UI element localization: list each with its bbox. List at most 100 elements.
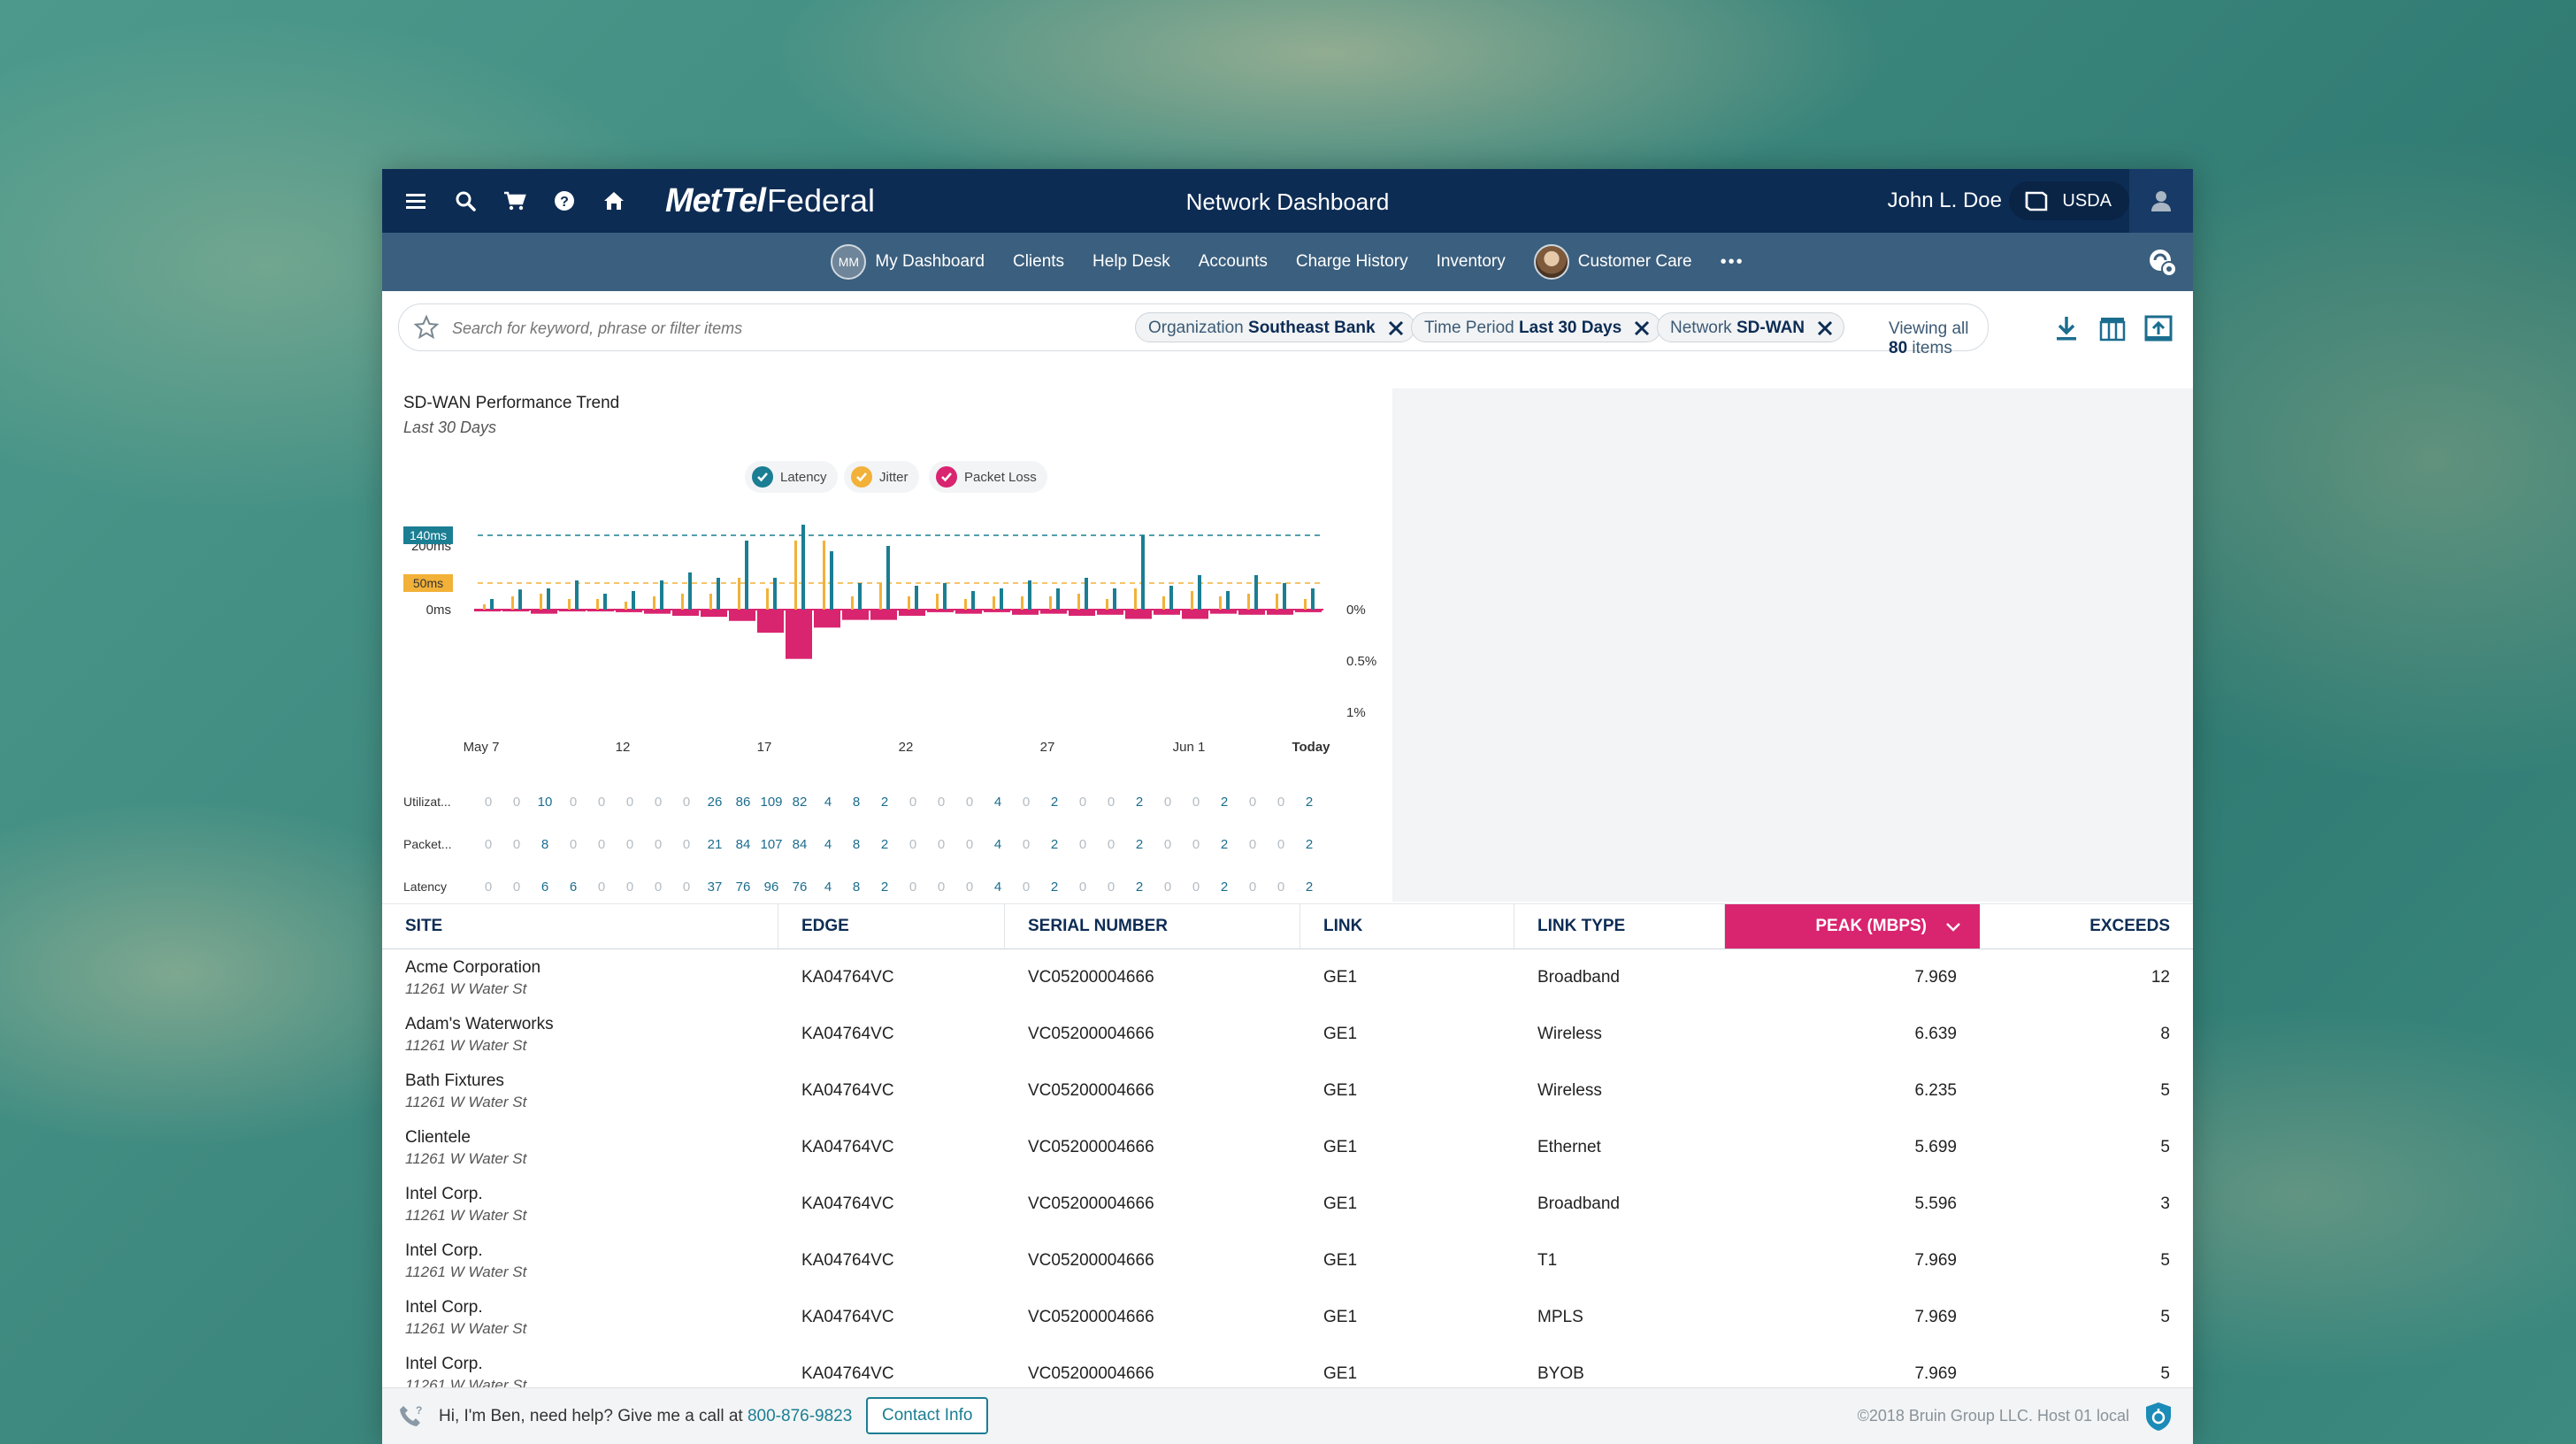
agency-selector[interactable]: USDA — [2009, 181, 2129, 220]
data-row-value: 2 — [881, 879, 888, 895]
close-icon[interactable] — [1632, 319, 1652, 338]
packet-loss-bar — [927, 610, 954, 612]
nav-more-button[interactable]: ••• — [1720, 251, 1744, 272]
jitter-bar — [823, 541, 825, 610]
shield-icon[interactable] — [2143, 1401, 2174, 1432]
table-row[interactable]: Bath Fixtures 11261 W Water St KA04764VC VC… — [382, 1063, 2193, 1120]
packet-loss-bar — [1238, 610, 1265, 615]
table-row[interactable]: Intel Corp. 11261 W Water St KA04764VC VC05… — [382, 1176, 2193, 1233]
data-row-value: 0 — [626, 795, 633, 810]
sites-table-header: SITE EDGE SERIAL NUMBER LINK LINK TYPE P… — [382, 903, 2193, 950]
jitter-bar — [596, 599, 599, 610]
check-icon — [752, 466, 773, 488]
data-row-value: 0 — [1108, 837, 1115, 852]
table-row[interactable]: Adam's Waterworks 11261 W Water St KA04764… — [382, 1006, 2193, 1064]
latency-bar — [490, 599, 494, 610]
data-row-value: 0 — [1023, 795, 1030, 810]
user-icon — [2151, 191, 2171, 211]
cell-exceeds: 5 — [2160, 1138, 2170, 1156]
columns-icon[interactable] — [2097, 312, 2128, 344]
col-serial-number[interactable]: SERIAL NUMBER — [1005, 904, 1300, 949]
latency-bar — [603, 594, 607, 610]
jitter-bar — [1077, 594, 1080, 610]
site-address: 11261 W Water St — [405, 1150, 527, 1167]
data-row-value: 2 — [1136, 795, 1143, 810]
data-row-value: 0 — [1277, 837, 1284, 852]
x-tick-label: 12 — [616, 740, 631, 755]
viewing-prefix: Viewing all — [1889, 319, 1969, 338]
col-peak-mbps[interactable]: PEAK (MBPS) — [1725, 904, 1980, 949]
cart-icon[interactable] — [499, 185, 531, 217]
nav-inventory[interactable]: Inventory — [1437, 252, 1506, 272]
table-row[interactable]: Intel Corp. 11261 W Water St KA04764VC VC05… — [382, 1289, 2193, 1347]
data-row-value: 2 — [1221, 837, 1228, 852]
star-icon[interactable] — [413, 314, 440, 341]
table-row[interactable]: Intel Corp. 11261 W Water St KA04764VC VC05… — [382, 1233, 2193, 1290]
data-row-value: 0 — [1277, 795, 1284, 810]
cell-peak: 7.969 — [1914, 1251, 1957, 1270]
data-row-value: 0 — [1249, 837, 1256, 852]
col-link-type[interactable]: LINK TYPE — [1514, 904, 1725, 949]
filter-chip-time-period[interactable]: Time Period Last 30 Days — [1411, 312, 1662, 342]
data-row-value: 0 — [966, 795, 973, 810]
chip-key: Organization — [1148, 319, 1244, 337]
download-icon[interactable] — [2051, 312, 2082, 344]
cell-link: GE1 — [1323, 968, 1358, 987]
main-nav: MM My Dashboard Clients Help Desk Accoun… — [382, 233, 2193, 291]
brand-logo[interactable]: MetTel Federal — [665, 178, 875, 224]
username[interactable]: John L. Doe — [1887, 188, 2002, 212]
table-row[interactable]: Clientele 11261 W Water St KA04764VC VC0520… — [382, 1119, 2193, 1177]
legend-latency[interactable]: Latency — [745, 461, 838, 493]
data-row-value: 0 — [626, 837, 633, 852]
chip-value: Last 30 Days — [1519, 319, 1622, 337]
filter-chip-organization[interactable]: Organization Southeast Bank — [1135, 312, 1415, 342]
data-row-value: 0 — [570, 837, 577, 852]
nav-charge-history[interactable]: Charge History — [1296, 252, 1408, 272]
footer: ? Hi, I'm Ben, need help? Give me a call… — [382, 1387, 2193, 1444]
nav-help-desk[interactable]: Help Desk — [1092, 252, 1170, 272]
cell-serial-number: VC05200004666 — [1028, 1138, 1154, 1156]
contact-info-button[interactable]: Contact Info — [866, 1397, 989, 1434]
settings-icon[interactable] — [2145, 245, 2179, 279]
data-row-value: 4 — [824, 795, 832, 810]
search-icon[interactable] — [449, 185, 481, 217]
filter-chip-network[interactable]: Network SD-WAN — [1657, 312, 1845, 342]
menu-icon[interactable] — [400, 185, 432, 217]
packet-loss-bar — [786, 610, 812, 659]
legend-packet-loss[interactable]: Packet Loss — [929, 461, 1047, 493]
nav-clients[interactable]: Clients — [1013, 252, 1064, 272]
help-icon[interactable]: ? — [548, 185, 580, 217]
x-tick-label: 27 — [1040, 740, 1055, 755]
data-row-value: 0 — [909, 879, 916, 895]
brand-bold: MetTel — [665, 181, 766, 219]
data-row-value: 0 — [1023, 837, 1030, 852]
jitter-bar — [1134, 588, 1137, 610]
home-icon[interactable] — [598, 185, 630, 217]
col-edge[interactable]: EDGE — [778, 904, 1005, 949]
export-icon[interactable] — [2143, 312, 2174, 344]
profile-button[interactable] — [2129, 169, 2193, 233]
jitter-bar — [1191, 591, 1193, 610]
close-icon[interactable] — [1815, 319, 1835, 338]
legend-jitter[interactable]: Jitter — [844, 461, 919, 493]
col-site[interactable]: SITE — [382, 904, 778, 949]
close-icon[interactable] — [1386, 319, 1406, 338]
col-link[interactable]: LINK — [1300, 904, 1514, 949]
cell-exceeds: 8 — [2160, 1025, 2170, 1043]
packet-loss-bar — [1069, 610, 1095, 616]
svg-text:?: ? — [416, 1404, 422, 1417]
nav-my-dashboard[interactable]: MM My Dashboard — [831, 244, 985, 280]
cell-peak: 7.969 — [1914, 1364, 1957, 1383]
packet-loss-bar — [814, 610, 840, 628]
cell-serial-number: VC05200004666 — [1028, 1025, 1154, 1043]
nav-customer-care[interactable]: Customer Care — [1533, 244, 1692, 280]
table-row[interactable]: Acme Corporation 11261 W Water St KA04764V… — [382, 949, 2193, 1007]
col-exceeds[interactable]: EXCEEDS — [2089, 917, 2170, 935]
nav-accounts[interactable]: Accounts — [1199, 252, 1268, 272]
search-input[interactable] — [450, 311, 1073, 345]
phone-link[interactable]: 800-876-9823 — [747, 1407, 853, 1425]
site-name: Clientele — [405, 1128, 471, 1147]
site-address: 11261 W Water St — [405, 1207, 527, 1224]
data-row-label: Packet... — [403, 837, 451, 851]
cell-exceeds: 3 — [2160, 1194, 2170, 1213]
